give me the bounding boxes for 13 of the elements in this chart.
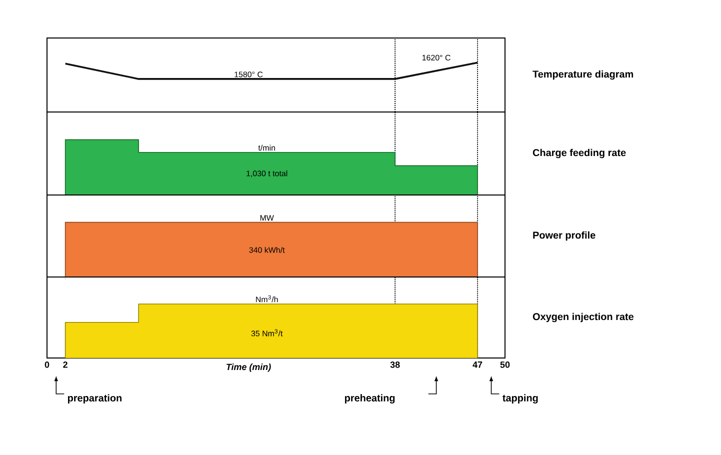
text: Charge feeding rate xyxy=(532,148,626,158)
x-tick-label: 50 xyxy=(500,362,510,368)
text: tapping xyxy=(502,394,538,404)
text: preheating xyxy=(344,394,395,404)
x-axis-title: Time (min) xyxy=(226,364,271,372)
x-tick-label: 2 xyxy=(63,362,68,368)
x-tick-label: 0 xyxy=(44,362,50,368)
text: preparation xyxy=(68,394,122,404)
x-tick-label: 47 xyxy=(472,362,482,368)
x-tick-label: 38 xyxy=(390,362,400,368)
text: Power profile xyxy=(533,231,596,241)
text: Oxygen injection rate xyxy=(532,312,634,322)
text: Temperature diagram xyxy=(532,70,634,80)
